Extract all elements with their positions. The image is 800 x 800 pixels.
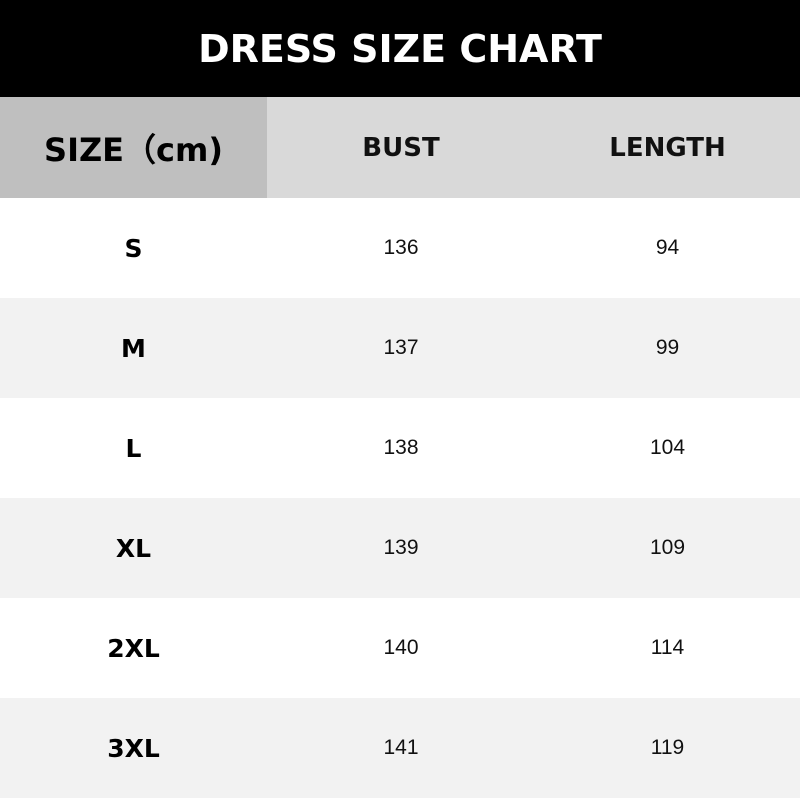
table-row: S 136 94: [0, 198, 800, 298]
bust-cell: 141: [383, 736, 419, 759]
table-row: M 137 99: [0, 298, 800, 398]
table-row: L 138 104: [0, 398, 800, 498]
length-cell: 109: [649, 536, 686, 559]
size-cell: 3XL: [107, 733, 160, 763]
header-size: SIZE（cm): [0, 97, 267, 198]
bust-cell: 140: [383, 636, 419, 659]
header-bust: BUST: [267, 97, 535, 198]
size-cell: S: [124, 233, 143, 263]
size-cell: L: [125, 433, 142, 463]
size-table: SIZE（cm) BUST LENGTH S 136 94 M 137 99 L 138 104…: [0, 97, 800, 798]
length-cell: 104: [649, 436, 686, 459]
size-cell: XL: [115, 533, 152, 563]
table-header-row: SIZE（cm) BUST LENGTH: [0, 97, 800, 198]
bust-cell: 136: [383, 236, 419, 259]
size-cell: M: [121, 333, 146, 363]
table-row: 3XL 141 119: [0, 698, 800, 798]
bust-cell: 137: [383, 336, 419, 359]
bust-cell: 139: [383, 536, 419, 559]
table-row: 2XL 140 114: [0, 598, 800, 698]
header-length: LENGTH: [535, 97, 800, 198]
size-cell: 2XL: [107, 633, 160, 663]
bust-cell: 138: [383, 436, 419, 459]
length-cell: 94: [655, 236, 680, 259]
length-cell: 119: [650, 736, 685, 759]
table-row: XL 139 109: [0, 498, 800, 598]
chart-title: DRESS SIZE CHART: [0, 0, 800, 97]
length-cell: 114: [650, 636, 685, 659]
length-cell: 99: [655, 336, 680, 359]
